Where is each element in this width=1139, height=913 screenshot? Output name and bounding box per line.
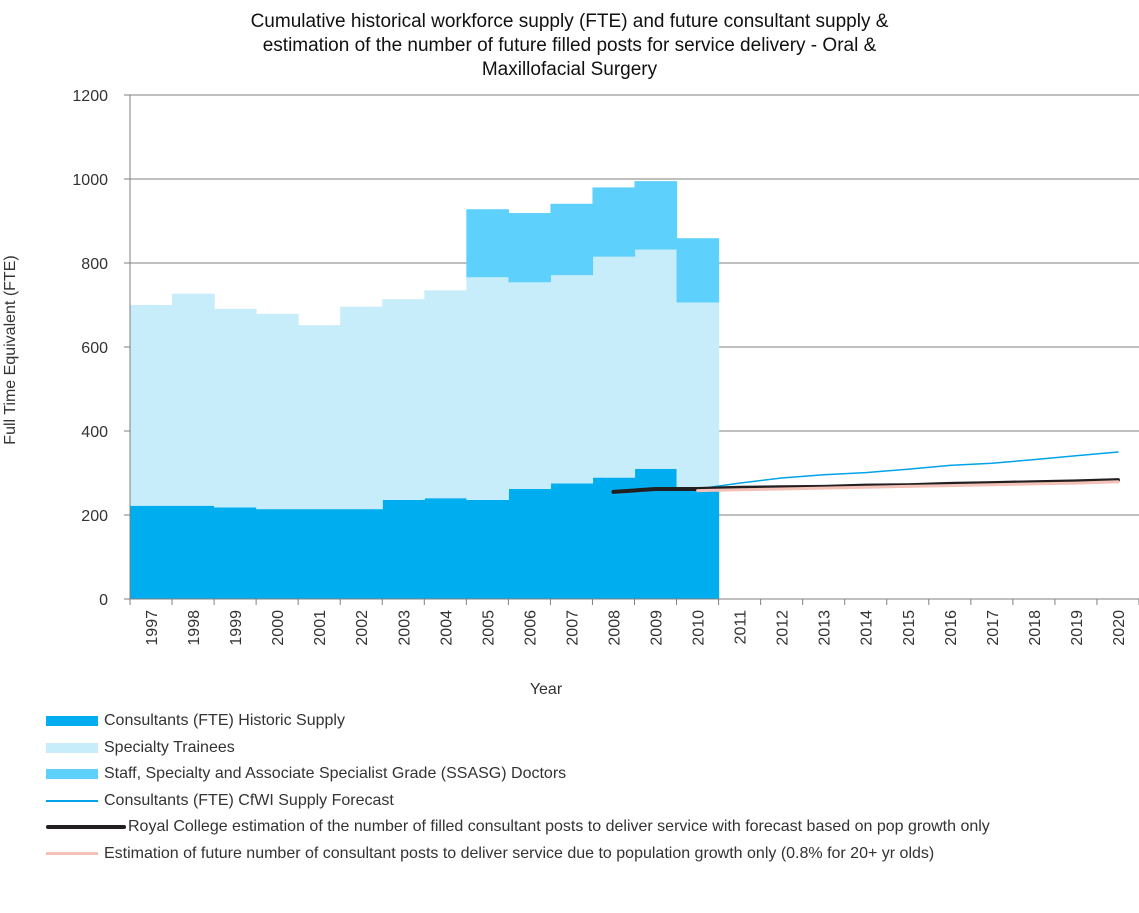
area-segment-1-2000 [256, 509, 299, 599]
series-line-2 [611, 478, 1120, 494]
y-tick-label-600: 600 [81, 340, 108, 357]
x-tick-label-2000: 2000 [270, 610, 287, 646]
y-tick-label-400: 400 [81, 424, 108, 441]
area-segment-1-2010 [676, 488, 720, 599]
legend-swatch-royal-college [46, 825, 126, 830]
area-segment-2-2007 [550, 275, 594, 484]
area-segment-1-2005 [466, 499, 509, 599]
legend-label: Royal College estimation of the number o… [128, 818, 990, 836]
legend-item-consultants-historic[interactable]: Consultants (FTE) Historic Supply [46, 708, 990, 735]
x-tick-label-2002: 2002 [354, 610, 371, 646]
area-segment-1-2006 [508, 488, 552, 599]
x-tick-label-2004: 2004 [438, 610, 455, 646]
y-tick-label-1000: 1000 [72, 172, 108, 189]
legend-item-ssasg[interactable]: Staff, Specialty and Associate Specialis… [46, 761, 990, 788]
area-segment-3-2008 [592, 187, 636, 257]
area-segment-3-2009 [634, 181, 678, 250]
x-tick-label-1998: 1998 [186, 610, 203, 646]
chart-title: Cumulative historical workforce supply (… [0, 10, 1139, 82]
area-segment-3-2006 [508, 213, 552, 283]
legend-label: Consultants (FTE) Historic Supply [104, 712, 345, 730]
area-segment-2-2002 [340, 306, 383, 510]
area-segment-2-2005 [466, 277, 509, 500]
chart-title-line-3: Maxillofacial Surgery [481, 59, 658, 80]
area-segment-2-2008 [592, 256, 636, 478]
x-tick-label-2019: 2019 [1069, 610, 1086, 646]
x-tick-label-2015: 2015 [901, 610, 918, 646]
legend-item-cfwi-forecast[interactable]: Consultants (FTE) CfWI Supply Forecast [46, 788, 990, 815]
area-segment-3-2007 [550, 203, 594, 276]
forecast-lines [611, 451, 1120, 494]
legend-item-royal-college[interactable]: Royal College estimation of the number o… [46, 814, 990, 841]
x-tick-label-1999: 1999 [228, 610, 245, 646]
x-tick-label-2009: 2009 [649, 610, 666, 646]
x-tick-label-2001: 2001 [312, 610, 329, 646]
chart-title-line-1: Cumulative historical workforce supply (… [250, 11, 889, 32]
y-tick-label-0: 0 [99, 592, 108, 609]
area-segment-1-2002 [340, 509, 383, 599]
area-segment-2-2003 [382, 299, 425, 500]
chart-plot: 0 200 400 600 800 1000 1200 1997 1998 1999 2000 200… [2, 88, 1139, 698]
area-segment-3-2005 [466, 209, 509, 278]
area-segment-1-1998 [172, 505, 215, 599]
x-tick-label-2010: 2010 [691, 610, 708, 646]
x-tick-label-2008: 2008 [607, 610, 624, 646]
area-segment-2-2009 [634, 249, 678, 469]
area-segment-2-2000 [256, 313, 299, 510]
x-axis-label: Year [530, 681, 563, 698]
axes: 0 200 400 600 800 1000 1200 1997 1998 1999 2000 200… [72, 88, 1139, 646]
area-segment-1-1999 [214, 507, 257, 599]
x-tick-label-2012: 2012 [775, 610, 792, 646]
legend-item-population-growth[interactable]: Estimation of future number of consultan… [46, 841, 990, 868]
y-axis-label: Full Time Equivalent (FTE) [2, 255, 19, 444]
x-tick-label-2014: 2014 [859, 610, 876, 646]
x-tick-label-1997: 1997 [144, 610, 161, 646]
area-segment-2-2006 [508, 282, 552, 489]
legend-item-specialty-trainees[interactable]: Specialty Trainees [46, 735, 990, 762]
x-tick-label-2018: 2018 [1027, 610, 1044, 646]
area-segment-1-2001 [298, 509, 341, 599]
legend-swatch-cfwi-forecast [46, 799, 98, 802]
x-tick-label-2003: 2003 [396, 610, 413, 646]
x-tick-label-2013: 2013 [817, 610, 834, 646]
area-segment-3-2010 [676, 238, 720, 303]
area-segment-1-2007 [550, 483, 594, 599]
legend-swatch-specialty-trainees [46, 742, 98, 753]
legend: Consultants (FTE) Historic Supply Specia… [46, 708, 990, 867]
legend-label: Staff, Specialty and Associate Specialis… [104, 765, 567, 783]
x-tick-label-2016: 2016 [943, 610, 960, 646]
x-tick-label-2020: 2020 [1111, 610, 1128, 646]
x-tick-label-2017: 2017 [985, 610, 1002, 646]
area-segment-2-1999 [214, 308, 257, 508]
y-tick-label-1200: 1200 [72, 88, 108, 105]
area-segment-2-1998 [172, 293, 215, 506]
stacked-areas [130, 181, 720, 599]
series-line-1 [696, 451, 1119, 490]
y-tick-label-200: 200 [81, 508, 108, 525]
legend-label: Specialty Trainees [104, 738, 235, 756]
legend-swatch-population-growth [46, 852, 98, 856]
area-segment-1-2003 [382, 499, 425, 599]
area-segment-1-2008 [592, 477, 636, 599]
x-tick-label-2005: 2005 [480, 610, 497, 646]
series-line-3 [696, 480, 1120, 493]
legend-swatch-ssasg [46, 769, 98, 780]
legend-label: Estimation of future number of consultan… [104, 844, 935, 862]
x-tick-label-2006: 2006 [522, 610, 539, 646]
area-segment-2-2010 [676, 302, 720, 489]
area-segment-2-1997 [130, 305, 173, 506]
area-segment-1-1997 [130, 505, 173, 599]
legend-label: Consultants (FTE) CfWI Supply Forecast [104, 791, 394, 809]
chart-title-line-2: estimation of the number of future fille… [262, 35, 877, 56]
y-tick-label-800: 800 [81, 256, 108, 273]
area-segment-2-2001 [298, 325, 341, 510]
x-tick-label-2011: 2011 [733, 610, 750, 645]
area-segment-1-2004 [424, 498, 467, 599]
area-segment-2-2004 [424, 290, 467, 499]
x-tick-label-2007: 2007 [564, 610, 581, 646]
legend-swatch-consultants-historic [46, 716, 98, 727]
